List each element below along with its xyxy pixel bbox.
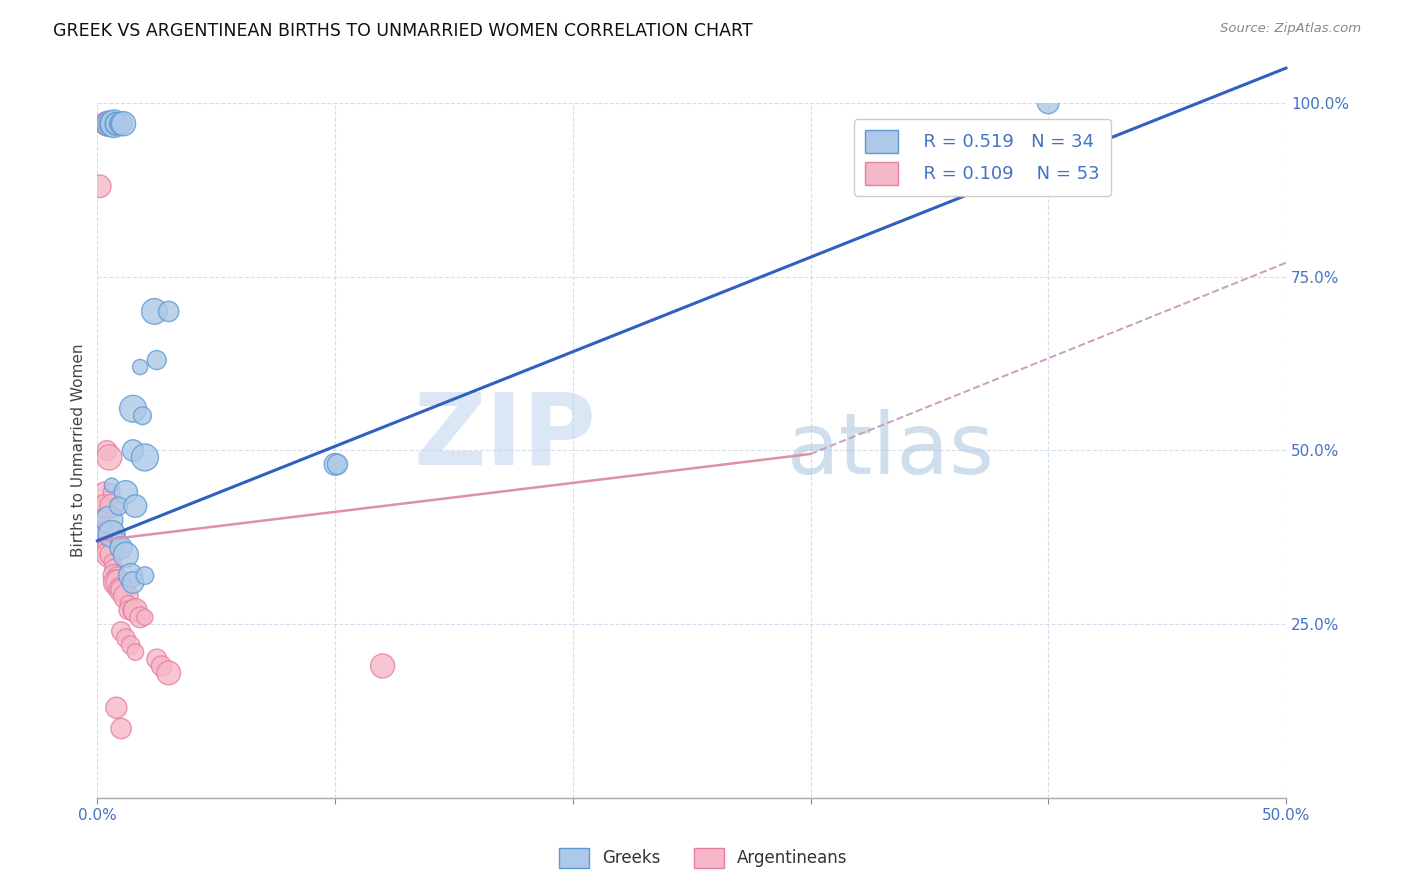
Point bbox=[115, 485, 138, 500]
Point bbox=[112, 117, 135, 131]
Point bbox=[117, 596, 139, 610]
Point bbox=[122, 603, 145, 617]
Text: GREEK VS ARGENTINEAN BIRTHS TO UNMARRIED WOMEN CORRELATION CHART: GREEK VS ARGENTINEAN BIRTHS TO UNMARRIED… bbox=[53, 22, 754, 40]
Point bbox=[110, 541, 132, 555]
Point bbox=[96, 117, 118, 131]
Point bbox=[96, 541, 118, 555]
Point bbox=[146, 353, 169, 368]
Point bbox=[91, 499, 114, 513]
Point bbox=[103, 561, 125, 575]
Point bbox=[134, 450, 156, 465]
Point bbox=[107, 117, 129, 131]
Point bbox=[124, 499, 146, 513]
Point bbox=[100, 117, 122, 131]
Point bbox=[129, 610, 152, 624]
Text: atlas: atlas bbox=[787, 409, 994, 492]
Point bbox=[105, 117, 128, 131]
Point bbox=[103, 568, 125, 582]
Point bbox=[105, 117, 128, 131]
Point bbox=[98, 548, 121, 562]
Legend: Greeks, Argentineans: Greeks, Argentineans bbox=[553, 841, 853, 875]
Point bbox=[129, 359, 152, 374]
Point bbox=[96, 527, 118, 541]
Point bbox=[110, 117, 132, 131]
Point bbox=[131, 409, 153, 423]
Point bbox=[146, 652, 169, 666]
Point bbox=[100, 117, 122, 131]
Point bbox=[110, 624, 132, 639]
Point bbox=[89, 513, 111, 527]
Point bbox=[1038, 95, 1060, 110]
Point bbox=[100, 548, 122, 562]
Point bbox=[107, 533, 129, 548]
Point bbox=[100, 527, 122, 541]
Point bbox=[98, 117, 121, 131]
Point bbox=[93, 527, 115, 541]
Point bbox=[98, 450, 121, 465]
Point bbox=[93, 499, 115, 513]
Point bbox=[103, 117, 125, 131]
Point bbox=[134, 610, 156, 624]
Point bbox=[91, 520, 114, 534]
Point bbox=[96, 117, 118, 131]
Point bbox=[143, 304, 166, 318]
Point bbox=[96, 533, 118, 548]
Point bbox=[96, 443, 118, 458]
Point bbox=[98, 513, 121, 527]
Point bbox=[100, 485, 122, 500]
Point bbox=[150, 659, 173, 673]
Point bbox=[326, 458, 349, 472]
Point bbox=[120, 568, 142, 582]
Point bbox=[157, 665, 180, 680]
Point bbox=[122, 575, 145, 590]
Point bbox=[89, 179, 111, 194]
Point bbox=[107, 575, 129, 590]
Point bbox=[93, 485, 115, 500]
Point bbox=[105, 575, 128, 590]
Point bbox=[103, 117, 125, 131]
Point bbox=[98, 541, 121, 555]
Point bbox=[105, 568, 128, 582]
Point bbox=[100, 478, 122, 492]
Point bbox=[91, 527, 114, 541]
Point bbox=[122, 401, 145, 416]
Point bbox=[93, 541, 115, 555]
Point bbox=[134, 568, 156, 582]
Point bbox=[100, 117, 122, 131]
Point bbox=[110, 722, 132, 736]
Point bbox=[157, 304, 180, 318]
Point bbox=[120, 638, 142, 652]
Point bbox=[107, 117, 129, 131]
Point bbox=[122, 443, 145, 458]
Point bbox=[323, 458, 346, 472]
Point bbox=[371, 659, 394, 673]
Point bbox=[110, 582, 132, 597]
Point bbox=[110, 582, 132, 597]
Point bbox=[103, 117, 125, 131]
Point bbox=[124, 603, 146, 617]
Text: ZIP: ZIP bbox=[413, 388, 596, 485]
Point bbox=[98, 117, 121, 131]
Legend:   R = 0.519   N = 34,   R = 0.109    N = 53: R = 0.519 N = 34, R = 0.109 N = 53 bbox=[855, 119, 1111, 196]
Point bbox=[107, 499, 129, 513]
Text: Source: ZipAtlas.com: Source: ZipAtlas.com bbox=[1220, 22, 1361, 36]
Point bbox=[100, 117, 122, 131]
Y-axis label: Births to Unmarried Women: Births to Unmarried Women bbox=[72, 343, 86, 558]
Point bbox=[115, 590, 138, 604]
Point bbox=[115, 631, 138, 645]
Point bbox=[124, 645, 146, 659]
Point bbox=[115, 548, 138, 562]
Point bbox=[93, 527, 115, 541]
Point bbox=[100, 555, 122, 569]
Point bbox=[117, 603, 139, 617]
Point bbox=[100, 499, 122, 513]
Point bbox=[98, 117, 121, 131]
Point bbox=[91, 117, 114, 131]
Point bbox=[105, 700, 128, 714]
